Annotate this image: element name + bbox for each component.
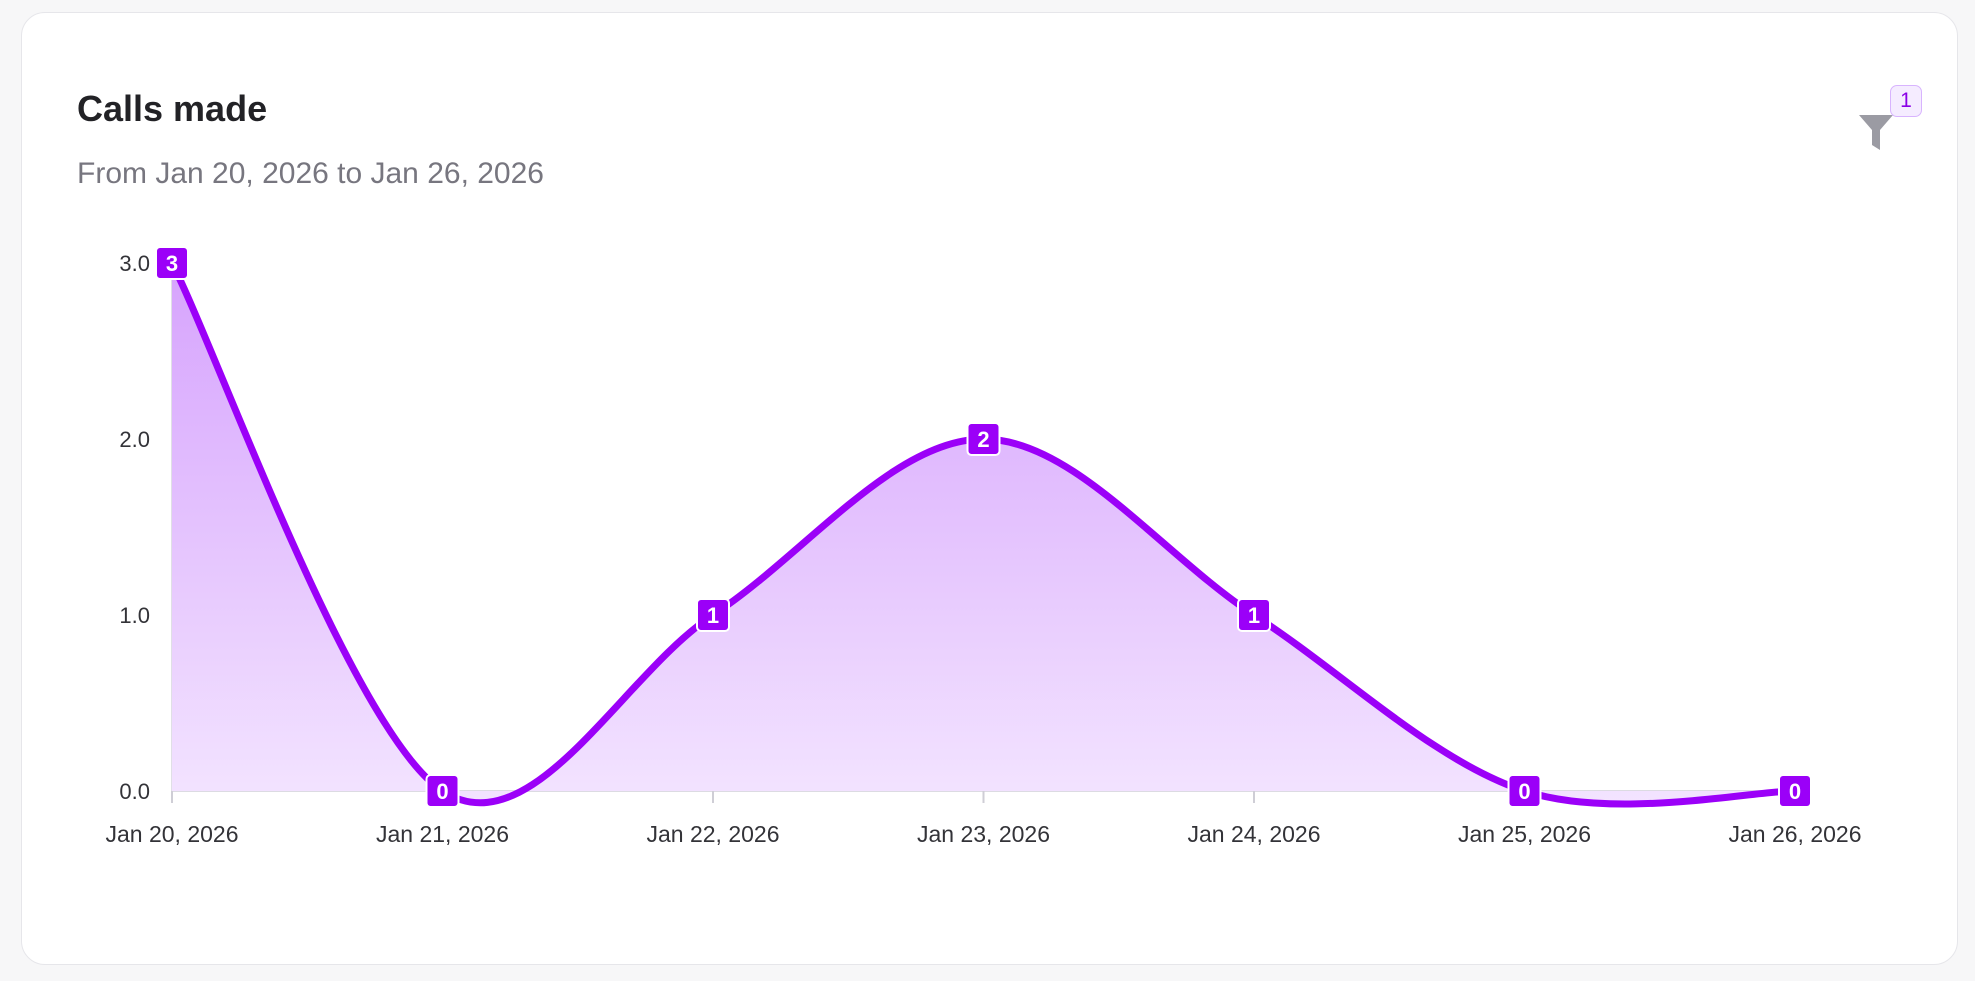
filter-count-badge: 1: [1890, 85, 1922, 117]
y-tick-label: 1.0: [119, 603, 150, 628]
data-label-value: 3: [166, 251, 178, 276]
chart-subtitle: From Jan 20, 2026 to Jan 26, 2026: [77, 157, 544, 190]
data-point-label: 0: [425, 774, 460, 808]
x-tick-label: Jan 25, 2026: [1458, 821, 1591, 847]
x-tick-label: Jan 20, 2026: [105, 821, 238, 847]
x-tick-label: Jan 22, 2026: [646, 821, 779, 847]
data-point-label: 1: [696, 598, 730, 632]
data-point-marker: [1778, 774, 1812, 808]
data-point-label: 2: [966, 422, 1001, 456]
data-point-label: 0: [1778, 774, 1812, 808]
data-label-value: 0: [1518, 779, 1530, 804]
data-point-label: 3: [155, 246, 189, 280]
data-point-label: 1: [1237, 598, 1271, 632]
data-point-marker: [1237, 598, 1271, 632]
x-tick-label: Jan 23, 2026: [917, 821, 1050, 847]
data-point-label: 0: [1507, 774, 1542, 808]
x-tick-label: Jan 24, 2026: [1187, 821, 1320, 847]
filter-icon: [1859, 115, 1893, 150]
series-line: [168, 259, 1799, 808]
filter-button[interactable]: 1: [1838, 83, 1922, 159]
data-point-marker: [1507, 774, 1542, 808]
data-label-value: 0: [1789, 779, 1801, 804]
data-point-marker: [966, 422, 1001, 456]
data-label-value: 1: [1248, 603, 1260, 628]
data-label-value: 2: [977, 427, 989, 452]
chart-title: Calls made: [77, 88, 268, 129]
data-point-marker: [425, 774, 460, 808]
x-tick-label: Jan 26, 2026: [1728, 821, 1861, 847]
data-point-marker: [155, 246, 189, 280]
chart-card: Calls made From Jan 20, 2026 to Jan 26, …: [21, 12, 1958, 965]
calls-area-chart: 0.0 1.0 2.0 3.0 Jan 20, 2026 Jan 21, 2026 Jan …: [105, 246, 1862, 847]
y-tick-label: 2.0: [119, 427, 150, 452]
series-area-fill: [172, 263, 1795, 805]
y-tick-label: 0.0: [119, 779, 150, 804]
data-label-value: 1: [707, 603, 719, 628]
y-tick-label: 3.0: [119, 251, 150, 276]
x-tick-label: Jan 21, 2026: [376, 821, 509, 847]
data-point-marker: [696, 598, 730, 632]
data-label-value: 0: [436, 779, 448, 804]
